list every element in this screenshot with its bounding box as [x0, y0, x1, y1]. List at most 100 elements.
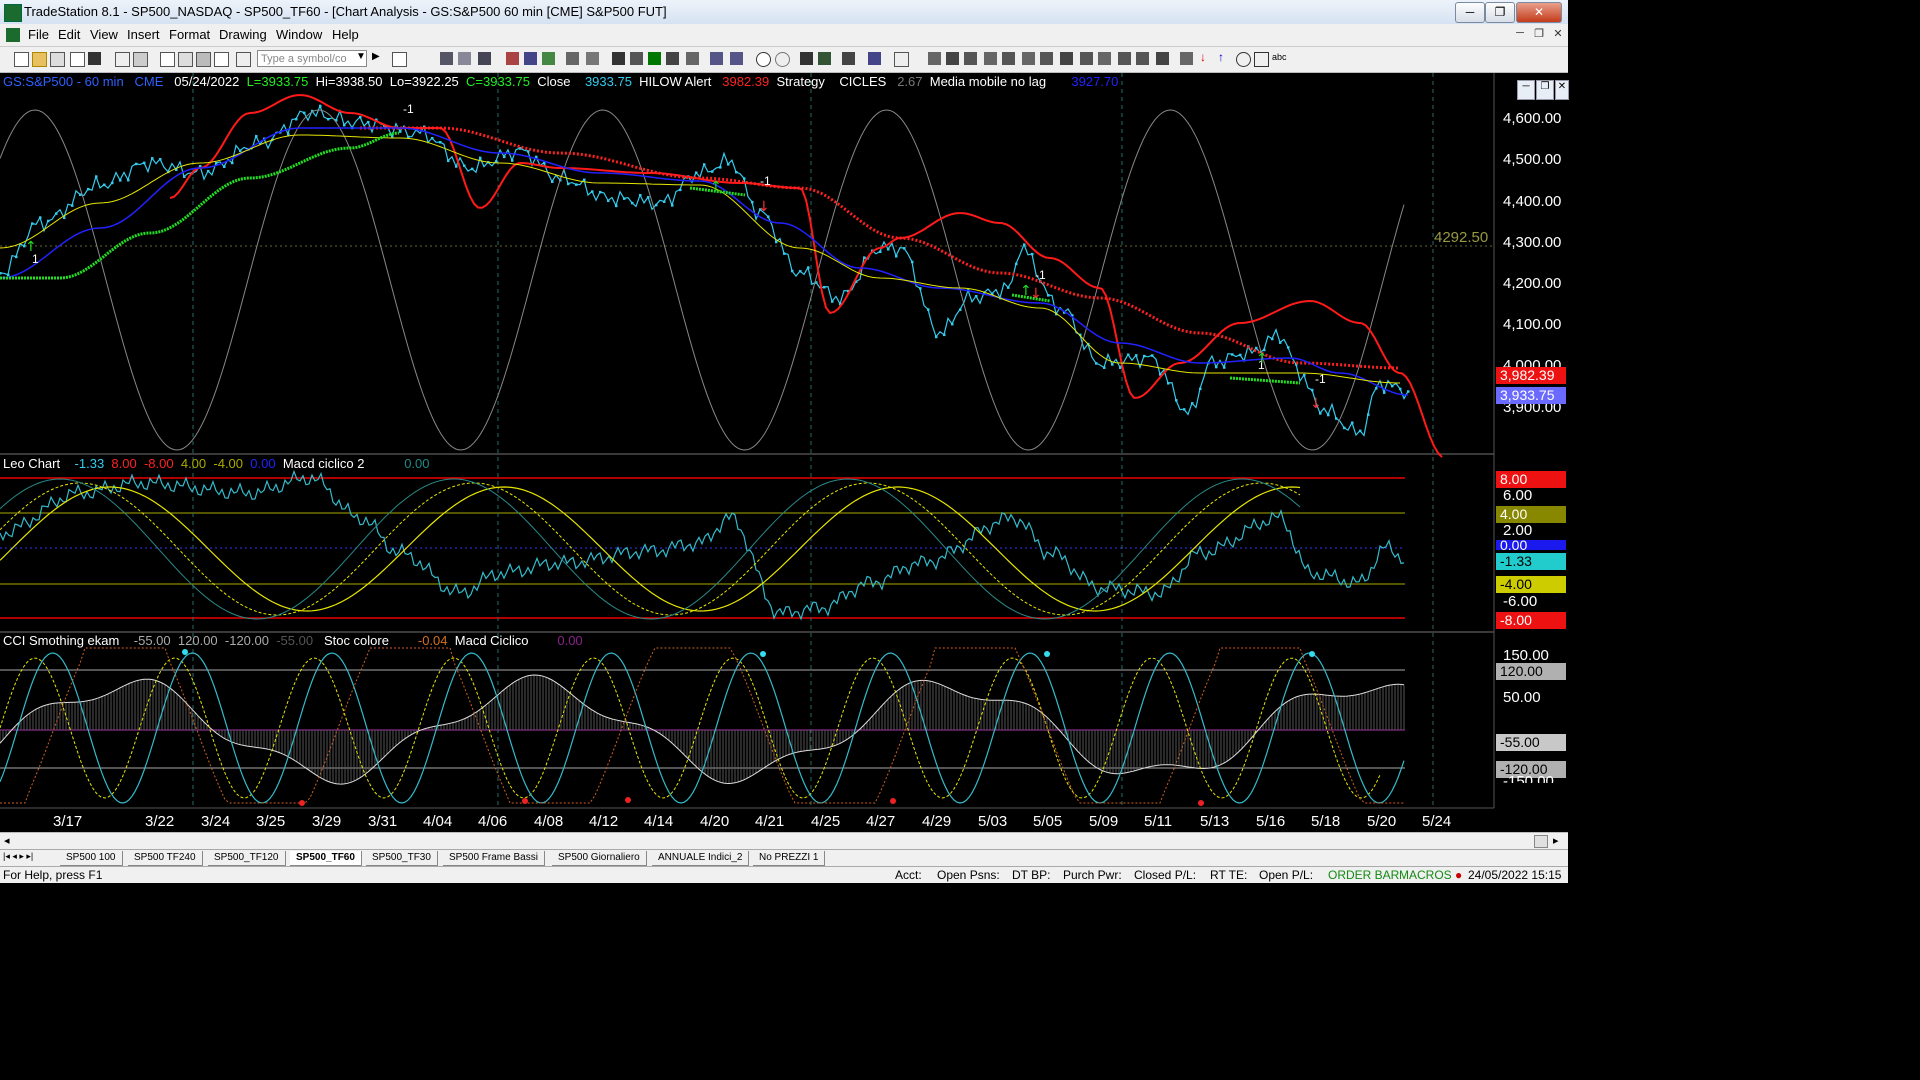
pointer-icon[interactable]: [800, 52, 813, 65]
menu-help[interactable]: Help: [332, 27, 359, 42]
zoom-bars2-icon[interactable]: [730, 52, 743, 65]
hilow-name[interactable]: HILOW Alert: [639, 74, 712, 89]
arrow-up-icon[interactable]: ↑: [1218, 50, 1224, 64]
zoom-out-icon[interactable]: [775, 52, 790, 67]
tab-sp500-giornaliero[interactable]: SP500 Giornaliero: [552, 851, 647, 866]
tools-icon[interactable]: [842, 52, 855, 65]
close-series-name[interactable]: Close: [537, 74, 571, 89]
scroll-thumb[interactable]: [1534, 835, 1548, 848]
menu-file[interactable]: File: [28, 27, 49, 42]
gann-icon[interactable]: [1080, 52, 1093, 65]
minimize-button[interactable]: ─: [1455, 2, 1485, 23]
menu-view[interactable]: View: [90, 27, 118, 42]
strategy-name[interactable]: Strategy: [776, 74, 825, 89]
mdi-restore-button[interactable]: ❐: [1534, 28, 1544, 40]
panel-minimize-button[interactable]: ─: [1517, 80, 1535, 100]
tab-sp500-tf240[interactable]: SP500 TF240: [128, 851, 203, 866]
trendline-icon[interactable]: [928, 52, 941, 65]
chart-window-icon[interactable]: [6, 28, 20, 42]
window4-icon[interactable]: [214, 52, 229, 67]
channel-icon[interactable]: [1040, 52, 1053, 65]
pitchfork-icon[interactable]: [1060, 52, 1073, 65]
macd-ciclico-name[interactable]: Macd Ciclico: [454, 633, 529, 648]
speed-lines-icon[interactable]: [1136, 52, 1149, 65]
print-preview-icon[interactable]: [115, 52, 130, 67]
tab-sp500-tf30[interactable]: SP500_TF30: [366, 851, 438, 866]
cycle-lines-icon[interactable]: [1156, 52, 1169, 65]
open-icon[interactable]: [32, 52, 47, 67]
chart-canvas[interactable]: 1-1-1-11-1↑↑↑↑↓↓↓: [0, 73, 1568, 833]
window-icon[interactable]: [160, 52, 175, 67]
fib-icon[interactable]: [984, 52, 997, 65]
stoc-name[interactable]: Stoc colore: [323, 633, 389, 648]
chart-icon[interactable]: [440, 52, 453, 65]
zoom-bars-icon[interactable]: [710, 52, 723, 65]
scroll-right-icon[interactable]: ▸: [1553, 835, 1559, 847]
save-icon[interactable]: [88, 52, 101, 65]
window3-icon[interactable]: [196, 52, 211, 67]
window2-icon[interactable]: [178, 52, 193, 67]
matrix-icon[interactable]: [478, 52, 491, 65]
print-icon[interactable]: [133, 52, 148, 67]
arc-icon[interactable]: [1002, 52, 1015, 65]
cicles-name[interactable]: CICLES: [839, 74, 887, 89]
tab-sp500-frame-bassi[interactable]: SP500 Frame Bassi: [443, 851, 545, 866]
zoom-in-icon[interactable]: [756, 52, 771, 67]
tab-annuale-indici[interactable]: ANNUALE Indici_2: [652, 851, 750, 866]
volume-icon[interactable]: [686, 52, 699, 65]
freehand-icon[interactable]: [1180, 52, 1193, 65]
scroll-left-icon[interactable]: ◂: [4, 835, 10, 847]
symbol-label[interactable]: GS:S&P500 - 60 min: [3, 74, 124, 89]
macd2-name[interactable]: Macd ciclico 2: [282, 456, 365, 471]
tab-sp500-tf60[interactable]: SP500_TF60: [290, 851, 362, 866]
paintbar-icon[interactable]: [542, 52, 555, 65]
ohlc-icon[interactable]: [666, 52, 679, 65]
crosshair-icon[interactable]: [818, 52, 831, 65]
candle-icon[interactable]: [630, 52, 643, 65]
mdi-minimize-button[interactable]: ─: [1516, 27, 1524, 39]
tab-sp500-tf120[interactable]: SP500_TF120: [208, 851, 286, 866]
horizontal-scrollbar[interactable]: ◂ ▸: [0, 832, 1568, 849]
lookup-icon[interactable]: [392, 52, 407, 67]
indicator-icon[interactable]: [506, 52, 519, 65]
data-window-icon[interactable]: [868, 52, 881, 65]
menu-insert[interactable]: Insert: [127, 27, 160, 42]
text-tool-icon[interactable]: abc: [1272, 52, 1287, 62]
window5-icon[interactable]: [236, 52, 251, 67]
vertical-lines-icon[interactable]: [946, 52, 959, 65]
leo-chart-name[interactable]: Leo Chart: [3, 456, 61, 471]
rectangle-icon[interactable]: [1254, 52, 1269, 67]
line-chart-icon[interactable]: [648, 52, 661, 65]
format-icon[interactable]: [566, 52, 579, 65]
tab-sp500-100[interactable]: SP500 100: [60, 851, 123, 866]
horizontal-lines-icon[interactable]: [964, 52, 977, 65]
format2-icon[interactable]: [586, 52, 599, 65]
notes-icon[interactable]: [894, 52, 909, 67]
workspace-icon[interactable]: [70, 52, 85, 67]
strategy-icon[interactable]: [524, 52, 537, 65]
bar-icon[interactable]: [612, 52, 625, 65]
tab-no-prezzi[interactable]: No PREZZI 1: [753, 851, 826, 866]
ellipse-icon[interactable]: [1236, 52, 1251, 67]
symbol-input[interactable]: Type a symbol/co: [257, 50, 367, 67]
cci-name[interactable]: CCI Smothing ekam: [3, 633, 120, 648]
macros-button[interactable]: MACROS: [1399, 868, 1452, 882]
radar-icon[interactable]: [458, 52, 471, 65]
menu-format[interactable]: Format: [169, 27, 211, 42]
new-icon[interactable]: [14, 52, 29, 67]
regression-icon[interactable]: [1022, 52, 1035, 65]
arrow-down-icon[interactable]: ↓: [1200, 50, 1206, 64]
panel-close-button[interactable]: ✕: [1555, 80, 1569, 100]
mdi-close-button[interactable]: ✕: [1553, 28, 1563, 40]
tab-nav-icons[interactable]: |◂ ◂ ▸ ▸|: [3, 851, 34, 861]
panel-restore-button[interactable]: ❐: [1536, 80, 1554, 100]
order-bar-button[interactable]: ORDER BAR: [1328, 868, 1400, 882]
ray-icon[interactable]: [1098, 52, 1111, 65]
menu-window[interactable]: Window: [276, 27, 323, 42]
menu-edit[interactable]: Edit: [58, 27, 81, 42]
symbol-dropdown-icon[interactable]: ▼: [356, 51, 366, 62]
menu-drawing[interactable]: Drawing: [219, 27, 267, 42]
page-icon[interactable]: [50, 52, 65, 67]
close-button[interactable]: ✕: [1516, 2, 1562, 23]
maximize-button[interactable]: ❐: [1485, 2, 1515, 23]
